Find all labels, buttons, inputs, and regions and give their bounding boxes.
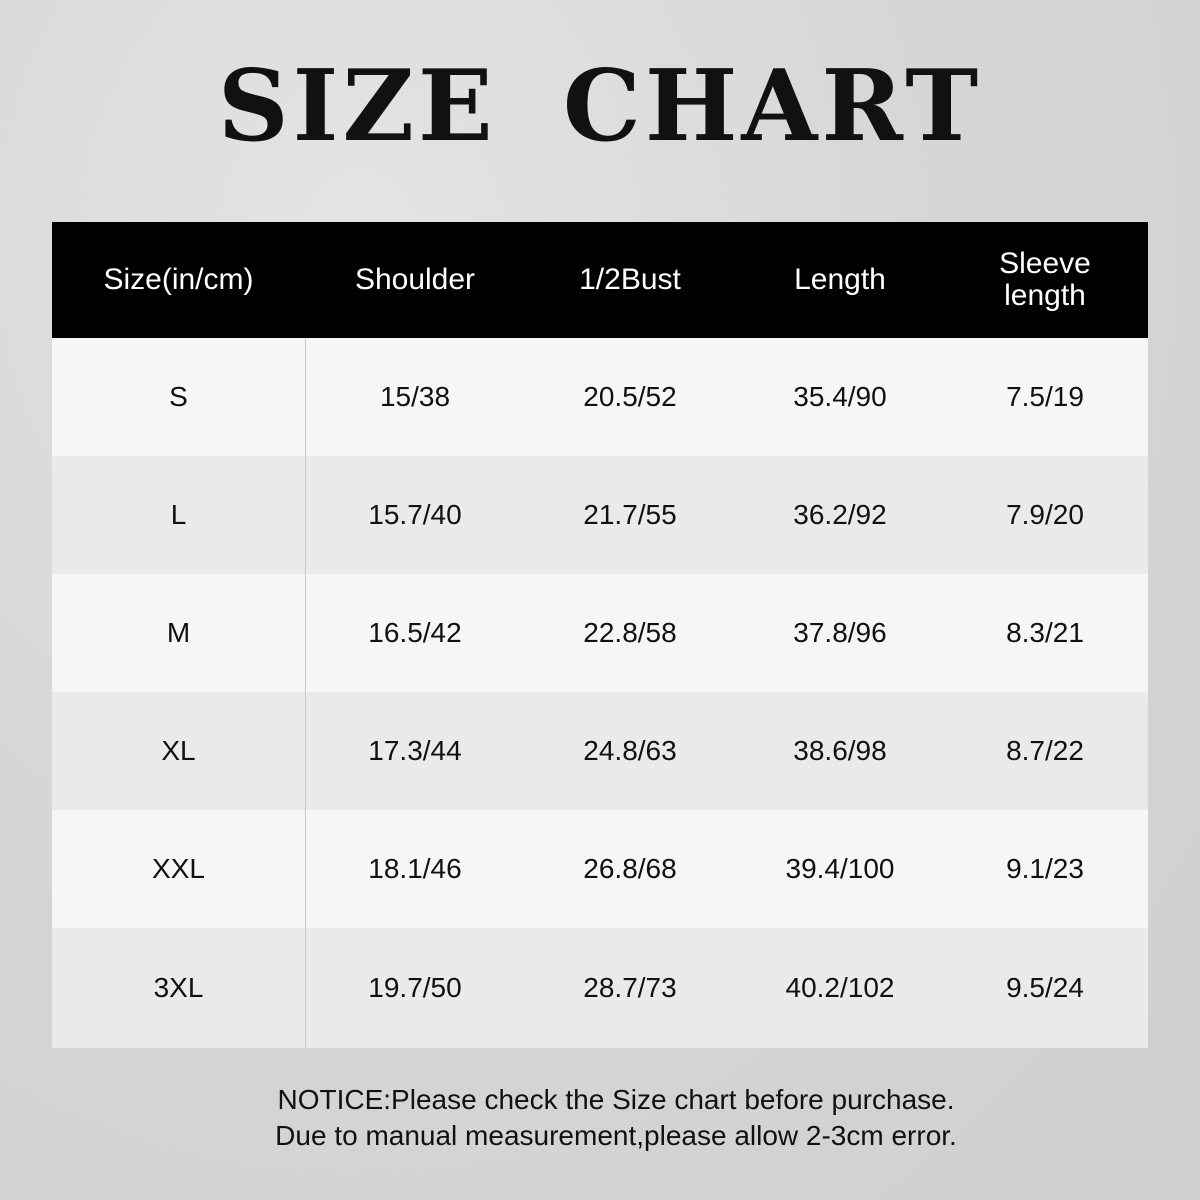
table-row: M 16.5/42 22.8/58 37.8/96 8.3/21 bbox=[52, 574, 1148, 692]
measurement-cell: 24.8/63 bbox=[583, 735, 677, 766]
size-cell: M bbox=[166, 617, 191, 648]
notice-line-2: Due to manual measurement,please allow 2… bbox=[275, 1120, 957, 1151]
measurement-cell: 37.8/96 bbox=[793, 617, 887, 648]
measurement-cell: 7.5/19 bbox=[1006, 381, 1084, 412]
notice: NOTICE:Please check the Size chart befor… bbox=[0, 1082, 1200, 1154]
measurement-cell: 8.7/22 bbox=[1006, 735, 1084, 766]
size-table: Size(in/cm) Shoulder 1/2Bust Length Slee… bbox=[52, 222, 1148, 1048]
measurement-cell: 18.1/46 bbox=[368, 853, 462, 884]
header-sleeve-length: Sleeve length bbox=[999, 247, 1091, 312]
measurement-cell: 19.7/50 bbox=[368, 972, 462, 1003]
table-row: L 15.7/40 21.7/55 36.2/92 7.9/20 bbox=[52, 456, 1148, 574]
header-size: Size(in/cm) bbox=[103, 263, 254, 296]
notice-line-1: NOTICE:Please check the Size chart befor… bbox=[277, 1084, 955, 1115]
measurement-cell: 28.7/73 bbox=[583, 972, 677, 1003]
table-header: Size(in/cm) Shoulder 1/2Bust Length Slee… bbox=[52, 222, 1148, 338]
size-cell: XL bbox=[161, 735, 196, 766]
measurement-cell: 17.3/44 bbox=[368, 735, 462, 766]
measurement-cell: 36.2/92 bbox=[793, 499, 887, 530]
measurement-cell: 22.8/58 bbox=[583, 617, 677, 648]
measurement-cell: 38.6/98 bbox=[793, 735, 887, 766]
header-length: Length bbox=[794, 263, 886, 296]
measurement-cell: 15.7/40 bbox=[368, 499, 462, 530]
measurement-cell: 40.2/102 bbox=[785, 972, 895, 1003]
measurement-cell: 21.7/55 bbox=[583, 499, 677, 530]
size-cell: XXL bbox=[152, 853, 205, 884]
column-divider bbox=[305, 338, 306, 1048]
measurement-cell: 9.5/24 bbox=[1006, 972, 1084, 1003]
size-cell: 3XL bbox=[153, 972, 204, 1003]
measurement-cell: 16.5/42 bbox=[368, 617, 462, 648]
measurement-cell: 39.4/100 bbox=[785, 853, 895, 884]
size-cell: L bbox=[170, 499, 187, 530]
table-row: S 15/38 20.5/52 35.4/90 7.5/19 bbox=[52, 338, 1148, 456]
measurement-cell: 9.1/23 bbox=[1006, 853, 1084, 884]
header-shoulder: Shoulder bbox=[354, 263, 476, 296]
table-row: XL 17.3/44 24.8/63 38.6/98 8.7/22 bbox=[52, 692, 1148, 810]
measurement-cell: 15/38 bbox=[379, 381, 451, 412]
measurement-cell: 26.8/68 bbox=[583, 853, 677, 884]
table-row: 3XL 19.7/50 28.7/73 40.2/102 9.5/24 bbox=[52, 928, 1148, 1048]
header-bust: 1/2Bust bbox=[579, 263, 681, 296]
page-title: SIZE CHART bbox=[217, 49, 983, 164]
measurement-cell: 8.3/21 bbox=[1006, 617, 1084, 648]
table-row: XXL 18.1/46 26.8/68 39.4/100 9.1/23 bbox=[52, 810, 1148, 928]
measurement-cell: 7.9/20 bbox=[1006, 499, 1084, 530]
size-cell: S bbox=[169, 381, 188, 412]
measurement-cell: 35.4/90 bbox=[793, 381, 887, 412]
measurement-cell: 20.5/52 bbox=[583, 381, 677, 412]
